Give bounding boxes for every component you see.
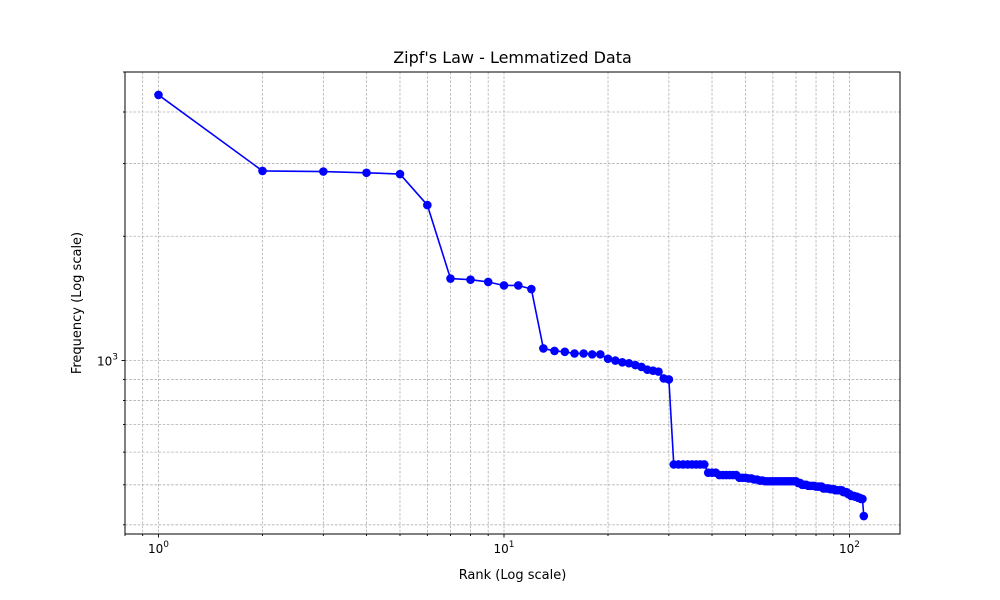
data-point: [603, 354, 613, 364]
data-point: [527, 284, 536, 294]
x-tick-label: 101: [493, 540, 514, 556]
data-point: [362, 168, 371, 178]
data-point: [587, 350, 597, 359]
data-point: [664, 375, 674, 384]
x-tick-label: 102: [839, 540, 860, 556]
plot-area-frame: [124, 71, 901, 535]
data-point: [611, 356, 620, 365]
series: [154, 90, 869, 521]
data-point: [423, 200, 432, 210]
data-point: [550, 346, 559, 356]
data-point: [539, 344, 548, 353]
data-point: [560, 347, 570, 357]
data-point: [858, 494, 867, 504]
data-point: [859, 511, 869, 521]
data-point: [579, 349, 588, 358]
data-point: [700, 460, 709, 469]
x-tick-label: 100: [148, 540, 169, 556]
data-point: [570, 349, 579, 358]
x-axis-label: Rank (Log scale): [459, 568, 567, 583]
data-point: [483, 277, 493, 287]
data-point: [514, 281, 523, 290]
data-point: [319, 167, 328, 176]
y-tick-label: 103: [97, 353, 118, 369]
data-point: [395, 169, 405, 179]
data-point: [258, 166, 267, 176]
data-point: [446, 274, 455, 283]
data-point: [618, 358, 627, 367]
y-axis-label: Frequency (Log scale): [70, 232, 85, 374]
axis-ticks: 100 101 102 103: [97, 71, 860, 556]
data-point: [596, 350, 605, 359]
data-point: [654, 367, 663, 376]
chart-title: Zipf's Law - Lemmatized Data: [393, 48, 632, 67]
data-point: [499, 281, 509, 290]
data-point: [154, 90, 163, 100]
data-point: [466, 275, 475, 284]
